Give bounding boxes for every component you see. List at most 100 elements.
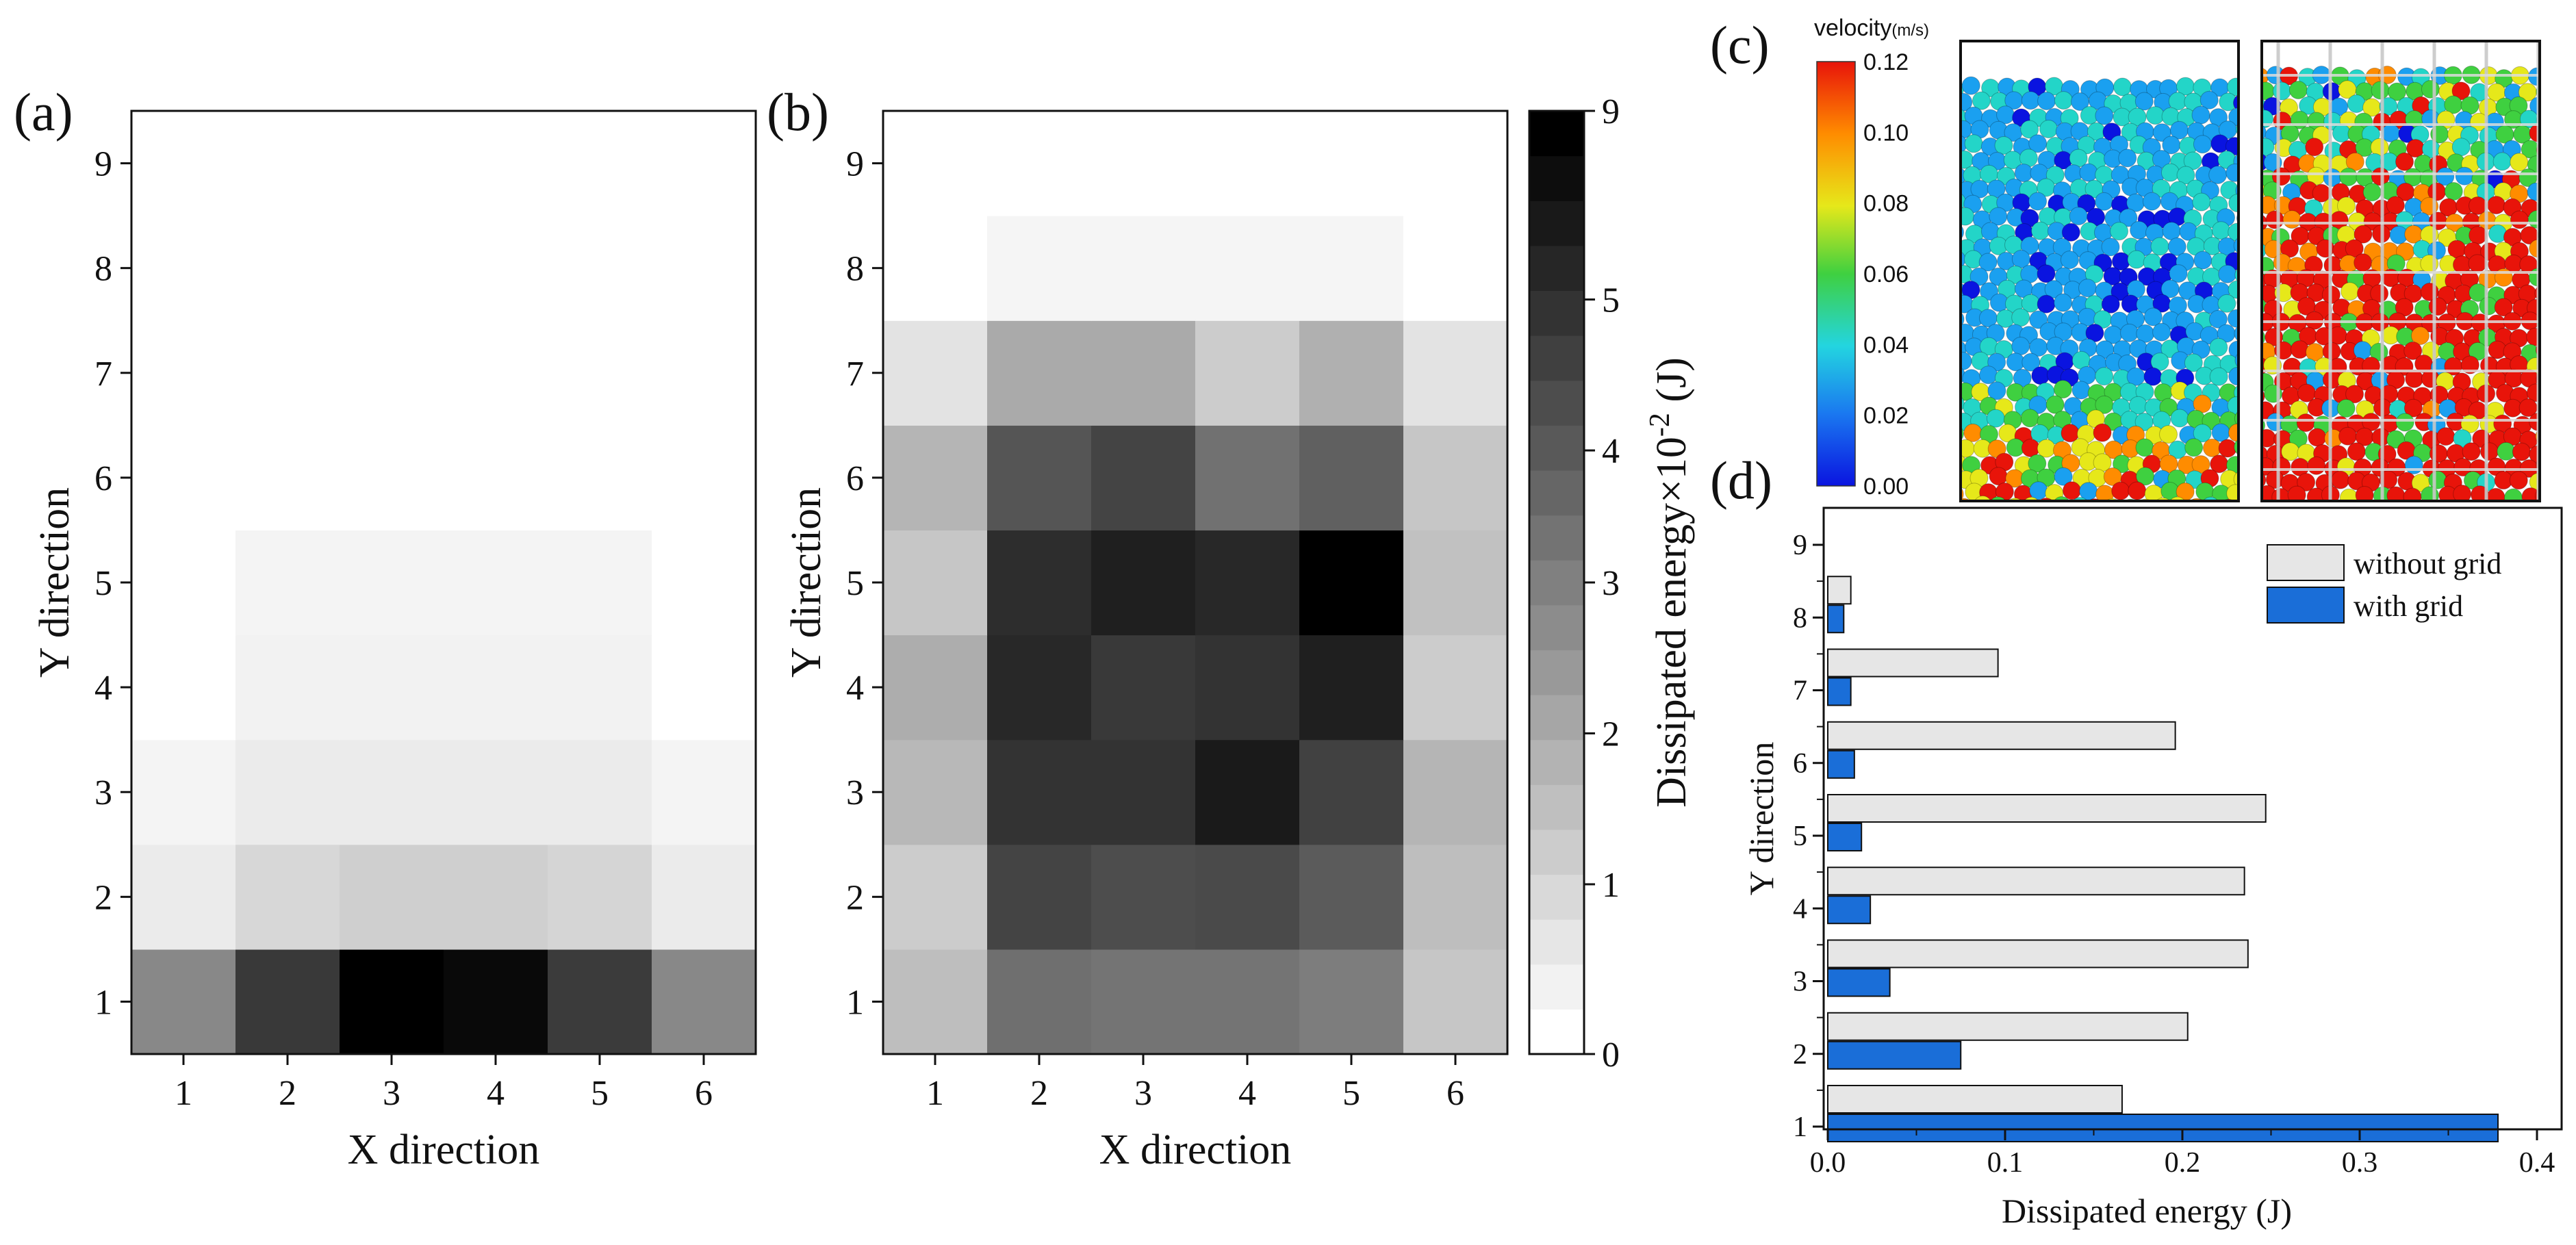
- particle: [2159, 425, 2178, 444]
- heat-cell: [340, 111, 444, 216]
- particle: [2160, 163, 2180, 182]
- particle: [2331, 470, 2350, 489]
- heat-cell: [987, 320, 1092, 426]
- particle: [2262, 298, 2267, 314]
- particle: [2031, 221, 2050, 240]
- particle: [2526, 327, 2540, 346]
- panel-c-label: (c): [1710, 15, 1770, 75]
- heat-cell: [1195, 425, 1300, 531]
- particle: [2202, 438, 2221, 457]
- bar-chart-d: [1827, 576, 2499, 1142]
- x-tick-label: 6: [695, 1074, 713, 1113]
- particle: [2118, 149, 2137, 168]
- heat-cell: [1091, 216, 1196, 321]
- bar-without-grid: [1827, 648, 1999, 678]
- heat-cell: [340, 739, 444, 845]
- y-tick-label: 2: [846, 878, 864, 917]
- heat-cell: [987, 634, 1092, 741]
- colorbar-level: [1529, 695, 1584, 741]
- y-tick-label: 9: [1793, 530, 1807, 561]
- particle: [2428, 297, 2447, 316]
- colorbar-tick-label: 2: [1602, 715, 1620, 754]
- particle: [2226, 163, 2239, 182]
- particle: [2271, 488, 2291, 501]
- particle: [1986, 409, 2005, 428]
- heat-cell: [652, 320, 756, 426]
- particle: [2135, 438, 2154, 457]
- particle: [2305, 138, 2324, 157]
- particle: [2071, 381, 2091, 400]
- particle: [2159, 454, 2178, 474]
- particle: [2280, 239, 2299, 258]
- particle: [2054, 467, 2073, 486]
- particle: [2226, 484, 2239, 501]
- particle: [2029, 481, 2048, 500]
- heat-cell: [235, 320, 340, 426]
- particle: [2020, 120, 2039, 139]
- heat-cell: [987, 216, 1092, 321]
- x-tick-label: 3: [383, 1074, 400, 1113]
- particle: [2209, 367, 2228, 386]
- heat-cell: [883, 949, 988, 1055]
- heat-cell: [987, 949, 1092, 1055]
- particle: [2290, 340, 2309, 359]
- y-tick-label: 3: [94, 773, 112, 812]
- particle: [1979, 365, 1998, 385]
- heat-cell: [340, 216, 444, 321]
- colorbar-b-label-exponent: -2: [1644, 413, 1676, 437]
- heat-cell: [1195, 216, 1300, 321]
- panel-a-label: (a): [14, 82, 73, 142]
- particle: [2436, 427, 2456, 446]
- particle: [2143, 307, 2163, 326]
- particle: [2217, 294, 2236, 313]
- particle: [2111, 481, 2130, 500]
- particle: [2150, 352, 2169, 372]
- heat-cell: [548, 320, 652, 426]
- heat-cell: [883, 320, 988, 426]
- x-tick-label: 5: [591, 1074, 609, 1113]
- colorbar-level: [1529, 201, 1584, 246]
- particle: [2011, 308, 2030, 327]
- particle: [2150, 237, 2169, 256]
- particle: [2184, 353, 2203, 372]
- particle: [2045, 166, 2065, 185]
- particle: [2371, 81, 2390, 100]
- heat-cell: [652, 216, 756, 321]
- particle: [2455, 166, 2474, 185]
- particle: [1961, 76, 1980, 95]
- heat-cell: [131, 739, 236, 845]
- x-tick-label: 5: [1342, 1074, 1360, 1113]
- heat-cell: [131, 320, 236, 426]
- heat-cell: [340, 530, 444, 636]
- colorbar-b-label-main: Dissipated energy×10: [1648, 437, 1695, 808]
- y-tick-label: 1: [846, 983, 864, 1022]
- particle: [2526, 383, 2540, 402]
- particle: [2079, 163, 2098, 182]
- particle: [2193, 424, 2212, 443]
- x-tick-label: 3: [1134, 1074, 1152, 1113]
- particle: [2492, 152, 2512, 171]
- particle: [2130, 220, 2149, 240]
- particle: [2297, 473, 2316, 492]
- particle: [2460, 355, 2479, 374]
- particle: [1989, 467, 2008, 486]
- particle: [1963, 423, 1982, 442]
- heat-cell: [548, 634, 652, 741]
- particle: [2494, 298, 2513, 317]
- legend-label-with-grid: with grid: [2354, 589, 2463, 623]
- heat-cell: [340, 844, 444, 950]
- particle: [2192, 192, 2211, 211]
- particle: [2093, 423, 2112, 442]
- particle: [2410, 326, 2430, 346]
- particle: [2353, 341, 2372, 360]
- particle: [2308, 428, 2327, 447]
- particle: [2355, 486, 2374, 501]
- simulation-with-grid-image: [2260, 40, 2541, 502]
- heatmap-b-ylabel: Y direction: [783, 487, 830, 678]
- heat-cell: [883, 739, 988, 845]
- heat-cell: [1299, 111, 1404, 216]
- particle: [2169, 264, 2188, 283]
- particle: [2191, 105, 2210, 125]
- heat-cell: [235, 844, 340, 950]
